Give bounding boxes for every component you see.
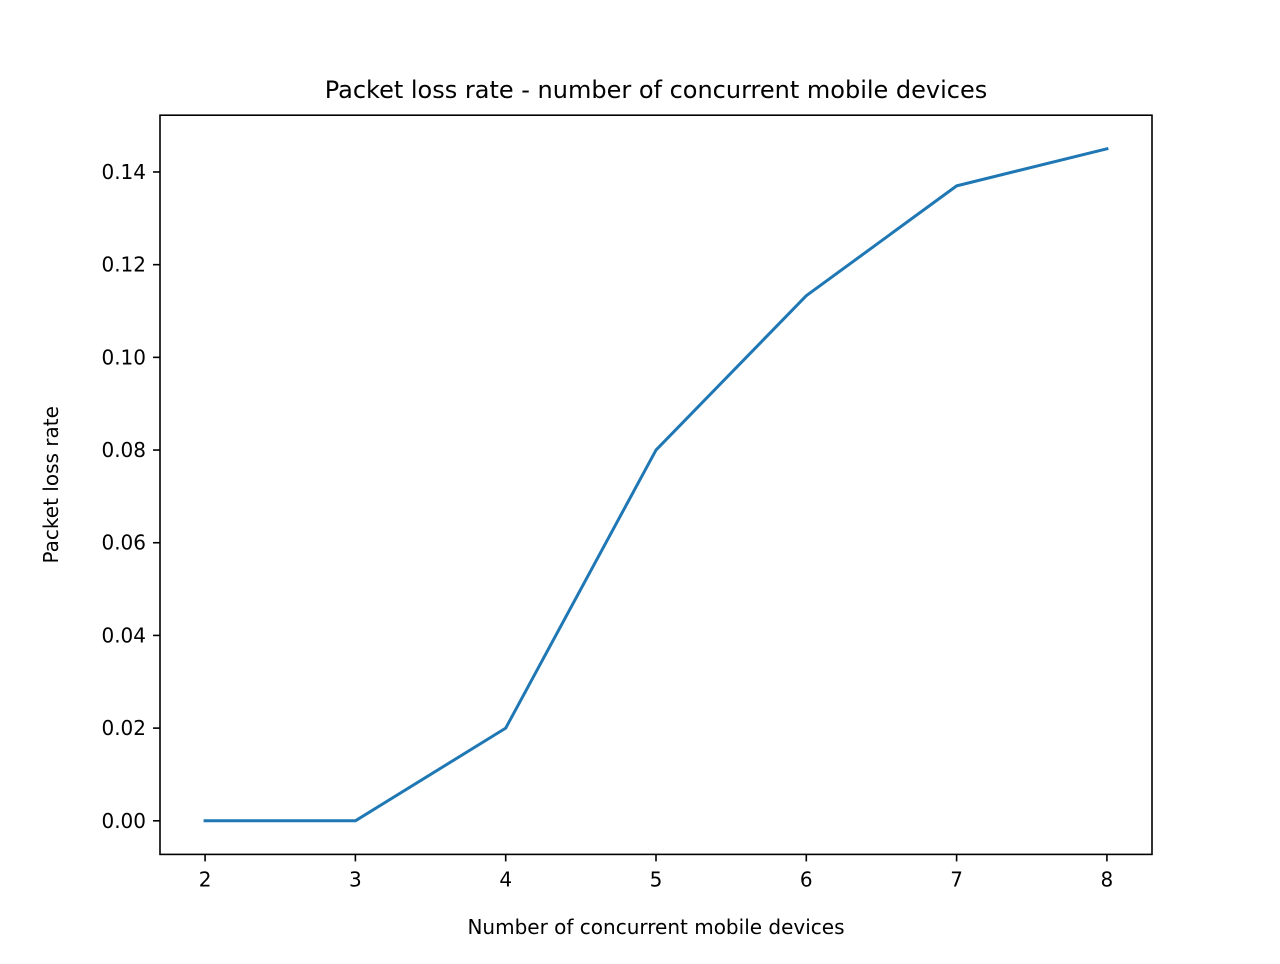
- x-axis-label: Number of concurrent mobile devices: [467, 915, 844, 939]
- series-group: [205, 149, 1107, 821]
- x-tick-label: 7: [950, 867, 963, 891]
- y-tick-label: 0.10: [101, 345, 146, 369]
- y-tick-label: 0.06: [101, 531, 146, 555]
- x-tick-label: 3: [349, 867, 362, 891]
- y-axis-label: Packet loss rate: [39, 406, 63, 563]
- x-tick-label: 6: [800, 867, 813, 891]
- y-tick-label: 0.02: [101, 716, 146, 740]
- x-tick-label: 5: [650, 867, 663, 891]
- y-tick-label: 0.04: [101, 623, 146, 647]
- y-tick-label: 0.00: [101, 809, 146, 833]
- y-axis-ticks: 0.00 0.02 0.04 0.06 0.08 0.10 0.12 0.14: [101, 160, 160, 833]
- x-tick-label: 2: [199, 867, 212, 891]
- y-tick-label: 0.14: [101, 160, 146, 184]
- plot-frame: [160, 115, 1152, 854]
- x-axis-ticks: 2 3 4 5 6 7 8: [199, 854, 1114, 891]
- y-tick-label: 0.08: [101, 438, 146, 462]
- x-tick-label: 4: [499, 867, 512, 891]
- series-line: [205, 149, 1107, 821]
- y-tick-label: 0.12: [101, 253, 146, 277]
- chart-title: Packet loss rate - number of concurrent …: [325, 76, 988, 104]
- x-tick-label: 8: [1101, 867, 1114, 891]
